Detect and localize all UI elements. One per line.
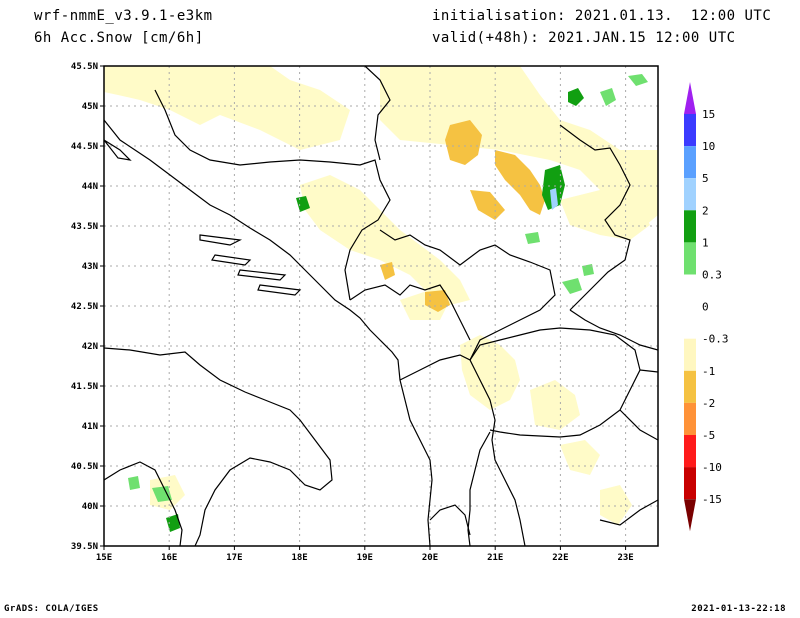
latitude-labels: 45.5N 45N 44.5N 44N 43.5N 43N 42.5N 42N 41.5N 41N… bbox=[71, 62, 104, 552]
snow-accum-areas bbox=[128, 74, 648, 532]
lat-tick-label: 45N bbox=[82, 102, 98, 112]
lon-tick-label: 19E bbox=[357, 553, 373, 563]
coastlines-borders bbox=[104, 66, 658, 546]
colorbar-label: -5 bbox=[702, 429, 715, 442]
colorbar-segment bbox=[684, 402, 696, 435]
colorbar-segment bbox=[684, 242, 696, 275]
colorbar-label: 0.3 bbox=[702, 269, 722, 282]
colorbar-label: 1 bbox=[702, 236, 709, 249]
colorbar-label: 0 bbox=[702, 301, 709, 314]
lat-tick-label: 44N bbox=[82, 182, 98, 192]
colorbar-label: -15 bbox=[702, 493, 722, 506]
lon-tick-label: 20E bbox=[422, 553, 438, 563]
lat-tick-label: 41N bbox=[82, 422, 98, 432]
lon-tick-label: 21E bbox=[487, 553, 503, 563]
lon-tick-label: 18E bbox=[291, 553, 307, 563]
colorbar: 15 10 5 2 1 0.3 0 -0.3 -1 -2 -5 -10 -15 bbox=[684, 82, 729, 532]
lon-tick-label: 22E bbox=[552, 553, 568, 563]
colorbar-label: 2 bbox=[702, 204, 709, 217]
lon-tick-label: 16E bbox=[161, 553, 177, 563]
map-area bbox=[104, 66, 658, 546]
colorbar-segment bbox=[684, 146, 696, 179]
lat-tick-label: 43.5N bbox=[71, 222, 98, 232]
lon-tick-label: 15E bbox=[96, 553, 112, 563]
model-title: wrf-nmmE_v3.9.1-e3km bbox=[34, 8, 213, 24]
field-title: 6h Acc.Snow [cm/6h] bbox=[34, 30, 204, 46]
lat-tick-label: 45.5N bbox=[71, 62, 98, 72]
colorbar-segment bbox=[684, 338, 696, 371]
lon-tick-label: 17E bbox=[226, 553, 242, 563]
colorbar-segment bbox=[684, 210, 696, 243]
lat-tick-label: 43N bbox=[82, 262, 98, 272]
grads-credit: GrADS: COLA/IGES bbox=[4, 604, 99, 614]
lon-tick-label: 23E bbox=[617, 553, 633, 563]
init-time: initialisation: 2021.01.13. 12:00 UTC bbox=[432, 8, 772, 24]
colorbar-label: 5 bbox=[702, 172, 709, 185]
lat-tick-label: 42.5N bbox=[71, 302, 98, 312]
lat-tick-label: 42N bbox=[82, 342, 98, 352]
snow-heavy-areas bbox=[550, 188, 558, 210]
colorbar-label: -0.3 bbox=[702, 333, 729, 346]
graticule bbox=[104, 66, 658, 546]
colorbar-label: -2 bbox=[702, 397, 715, 410]
lat-tick-label: 40N bbox=[82, 502, 98, 512]
colorbar-segment bbox=[684, 178, 696, 211]
lat-tick-label: 44.5N bbox=[71, 142, 98, 152]
colorbar-segment bbox=[684, 274, 696, 307]
longitude-labels: 15E 16E 17E 18E 19E 20E 21E 22E 23E bbox=[96, 546, 634, 563]
colorbar-label: -10 bbox=[702, 461, 722, 474]
lat-tick-label: 39.5N bbox=[71, 542, 98, 552]
colorbar-segment bbox=[684, 467, 696, 500]
render-timestamp: 2021-01-13-22:18 bbox=[691, 604, 786, 614]
colorbar-segment bbox=[684, 370, 696, 403]
lat-tick-label: 40.5N bbox=[71, 462, 98, 472]
colorbar-bottom-arrow bbox=[684, 499, 696, 532]
colorbar-label: 15 bbox=[702, 108, 715, 121]
colorbar-segment bbox=[684, 435, 696, 468]
colorbar-segment bbox=[684, 114, 696, 147]
colorbar-segment bbox=[684, 306, 696, 339]
colorbar-top-arrow bbox=[684, 82, 696, 114]
snow-moderate-areas bbox=[380, 120, 545, 312]
valid-time: valid(+48h): 2021.JAN.15 12:00 UTC bbox=[432, 30, 736, 46]
snow-light-areas bbox=[104, 66, 658, 525]
colorbar-label: 10 bbox=[702, 140, 715, 153]
colorbar-label: -1 bbox=[702, 365, 715, 378]
lat-tick-label: 41.5N bbox=[71, 382, 98, 392]
